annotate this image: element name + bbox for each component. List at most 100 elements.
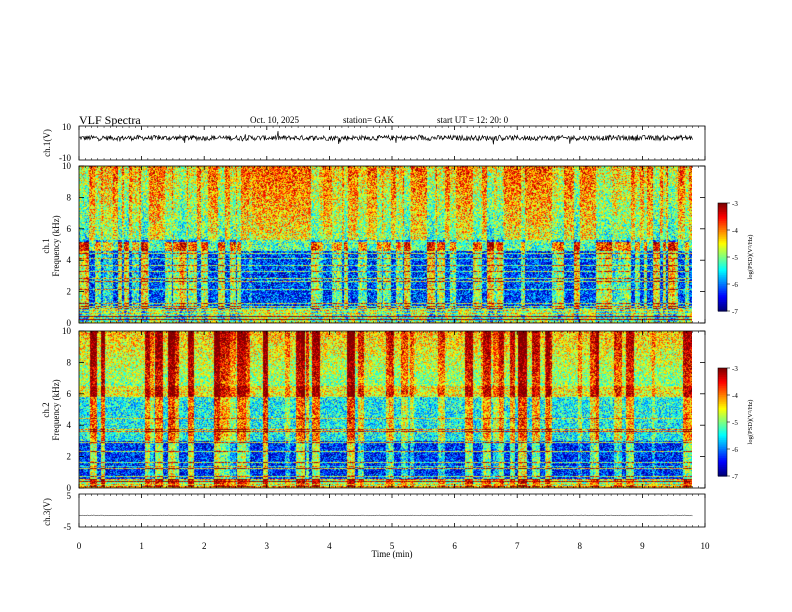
colorbar-swatch <box>718 378 727 382</box>
ch2-spectrogram-heatmap <box>79 331 692 488</box>
colorbar-swatch <box>718 441 727 445</box>
colorbar-swatch <box>718 418 727 421</box>
colorbar-swatch <box>718 440 727 443</box>
colorbar-swatch <box>718 296 727 299</box>
y-tick-label: 6 <box>67 389 72 399</box>
colorbar-swatch <box>718 429 727 432</box>
colorbar-swatch <box>718 284 727 287</box>
start-ut-label: start UT = 12: 20: 0 <box>437 115 509 125</box>
colorbar-swatch <box>718 222 727 226</box>
colorbar-swatch <box>718 217 727 220</box>
x-tick-label: 0 <box>77 541 82 551</box>
colorbar-swatch <box>718 233 727 236</box>
colorbar-swatch <box>718 246 727 249</box>
colorbar-swatch <box>718 369 727 373</box>
colorbar-swatch <box>718 373 727 376</box>
colorbar-swatch <box>718 404 727 407</box>
x-tick-label: 1 <box>139 541 144 551</box>
colorbar-tick-label: -5 <box>732 254 738 262</box>
colorbar-swatch <box>718 208 727 211</box>
colorbar-swatch <box>718 452 727 455</box>
ch2-spectrogram-ylabel-channel: ch.2 <box>41 402 51 417</box>
colorbar-tick-label: -4 <box>732 227 738 235</box>
colorbar-swatch <box>718 407 727 410</box>
colorbar-swatch <box>718 255 727 258</box>
colorbar-tick-label: -3 <box>732 365 738 373</box>
y-tick-label: 0 <box>67 483 72 493</box>
colorbar-tick-label: -6 <box>732 446 738 454</box>
colorbar-swatch <box>718 371 727 374</box>
colorbar-swatch <box>718 242 727 245</box>
y-tick-label: 10 <box>62 326 72 336</box>
x-tick-label: 4 <box>327 541 332 551</box>
y-tick-label: 2 <box>67 452 72 462</box>
ch3-waveform-frame <box>78 493 706 528</box>
colorbar-swatch <box>718 438 727 441</box>
colorbar-swatch <box>718 458 727 461</box>
date-label: Oct. 10, 2025 <box>250 115 299 125</box>
ch2-spectrogram-panel: ch.2 Frequency (kHz) 0 2 4 6 8 10 <box>41 326 706 493</box>
colorbar-swatch <box>718 206 727 209</box>
colorbar-swatch <box>718 422 727 425</box>
x-tick-label: 10 <box>701 541 711 551</box>
colorbar-swatch <box>718 386 727 389</box>
colorbar-swatch <box>718 465 727 468</box>
colorbar-tick-label: -7 <box>732 308 738 316</box>
colorbar-swatch <box>718 396 727 400</box>
figure-title: VLF Spectra <box>79 113 141 127</box>
ch1-colorbar: -3 -4 -5 -6 -7 log(PSD)(V²/Hz) <box>717 200 754 316</box>
colorbar-swatch <box>718 204 727 208</box>
colorbar-swatch <box>718 253 727 256</box>
colorbar-swatch <box>718 431 727 434</box>
y-tick-label: 4 <box>67 420 72 430</box>
colorbar-swatch <box>718 258 727 262</box>
x-tick-label: 8 <box>578 541 583 551</box>
colorbar-swatch <box>718 449 727 452</box>
colorbar-swatch <box>718 235 727 238</box>
ch1-ytick-bottom: -10 <box>59 153 71 163</box>
ch3-waveform-line <box>78 514 693 517</box>
colorbar-swatch <box>718 287 727 290</box>
colorbar-swatch <box>718 239 727 242</box>
colorbar-swatch <box>718 454 727 457</box>
colorbar-swatch <box>718 230 727 233</box>
colorbar-swatch <box>718 273 727 276</box>
ch3-ytick-bottom: -5 <box>64 522 72 532</box>
colorbar-swatch <box>718 269 727 272</box>
colorbar-tick-label: -7 <box>732 473 738 481</box>
colorbar-swatch <box>718 244 727 247</box>
colorbar-tick-label: -3 <box>732 200 738 208</box>
ch2-colorbar: -3 -4 -5 -6 -7 log(PSD)(V²/Hz) <box>717 365 754 481</box>
colorbar-swatch <box>718 231 727 235</box>
x-tick-label: 7 <box>515 541 520 551</box>
x-axis: 0 1 2 3 4 5 6 7 8 9 10 <box>77 126 710 551</box>
colorbar-swatch <box>718 443 727 446</box>
y-tick-label: 10 <box>62 161 72 171</box>
station-label: station= GAK <box>343 115 394 125</box>
colorbar-tick-label: -4 <box>732 392 738 400</box>
x-tick-label: 6 <box>452 541 457 551</box>
colorbar-swatch <box>718 271 727 274</box>
colorbar-swatch <box>718 257 727 260</box>
colorbar-swatch <box>718 391 727 394</box>
colorbar-swatch <box>718 267 727 271</box>
colorbar-swatch <box>718 203 727 206</box>
colorbar-swatch <box>718 425 727 428</box>
colorbar-swatch <box>718 266 727 269</box>
colorbar-swatch <box>718 420 727 423</box>
colorbar-swatch <box>718 468 727 472</box>
ch1-waveform-frame <box>78 125 706 161</box>
colorbar-swatch <box>718 434 727 437</box>
colorbar-swatch <box>718 294 727 298</box>
y-tick-label: 4 <box>67 255 72 265</box>
x-tick-label: 3 <box>265 541 270 551</box>
colorbar-swatch <box>718 400 727 403</box>
y-tick-label: 0 <box>67 318 72 328</box>
colorbar-swatch <box>718 280 727 283</box>
colorbar-swatch <box>718 282 727 285</box>
ch1-spectrogram-ylabel-channel: ch.1 <box>41 238 51 253</box>
ch1-ytick-top: 10 <box>62 122 72 132</box>
colorbar-swatch <box>718 470 727 473</box>
colorbar-swatch <box>718 445 727 448</box>
